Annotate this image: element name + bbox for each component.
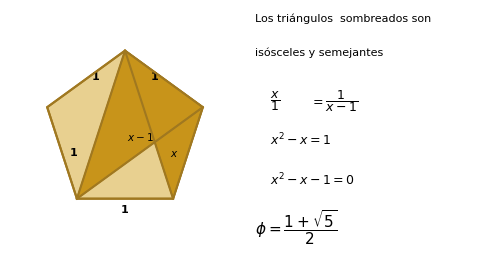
Text: 1: 1	[70, 148, 78, 158]
Text: $x$: $x$	[170, 149, 178, 159]
Polygon shape	[77, 51, 203, 199]
Text: 1: 1	[92, 72, 99, 82]
Text: Los triángulos  sombreados son: Los triángulos sombreados son	[255, 13, 431, 24]
Text: $x-1$: $x-1$	[128, 131, 154, 143]
Text: $\dfrac{1}{x-1}$: $\dfrac{1}{x-1}$	[325, 88, 358, 114]
Text: 1: 1	[121, 205, 129, 215]
Text: isósceles y semejantes: isósceles y semejantes	[255, 48, 384, 58]
Text: $=$: $=$	[310, 94, 324, 107]
Text: $\phi = \dfrac{1+\sqrt{5}}{2}$: $\phi = \dfrac{1+\sqrt{5}}{2}$	[255, 209, 337, 247]
Text: 1: 1	[151, 72, 158, 82]
Text: $\dfrac{x}{1}$: $\dfrac{x}{1}$	[270, 89, 280, 113]
Text: $x^2 - x - 1 = 0$: $x^2 - x - 1 = 0$	[270, 172, 354, 188]
Text: $x^2 - x = 1$: $x^2 - x = 1$	[270, 132, 331, 149]
Polygon shape	[47, 51, 203, 199]
Polygon shape	[125, 51, 203, 199]
